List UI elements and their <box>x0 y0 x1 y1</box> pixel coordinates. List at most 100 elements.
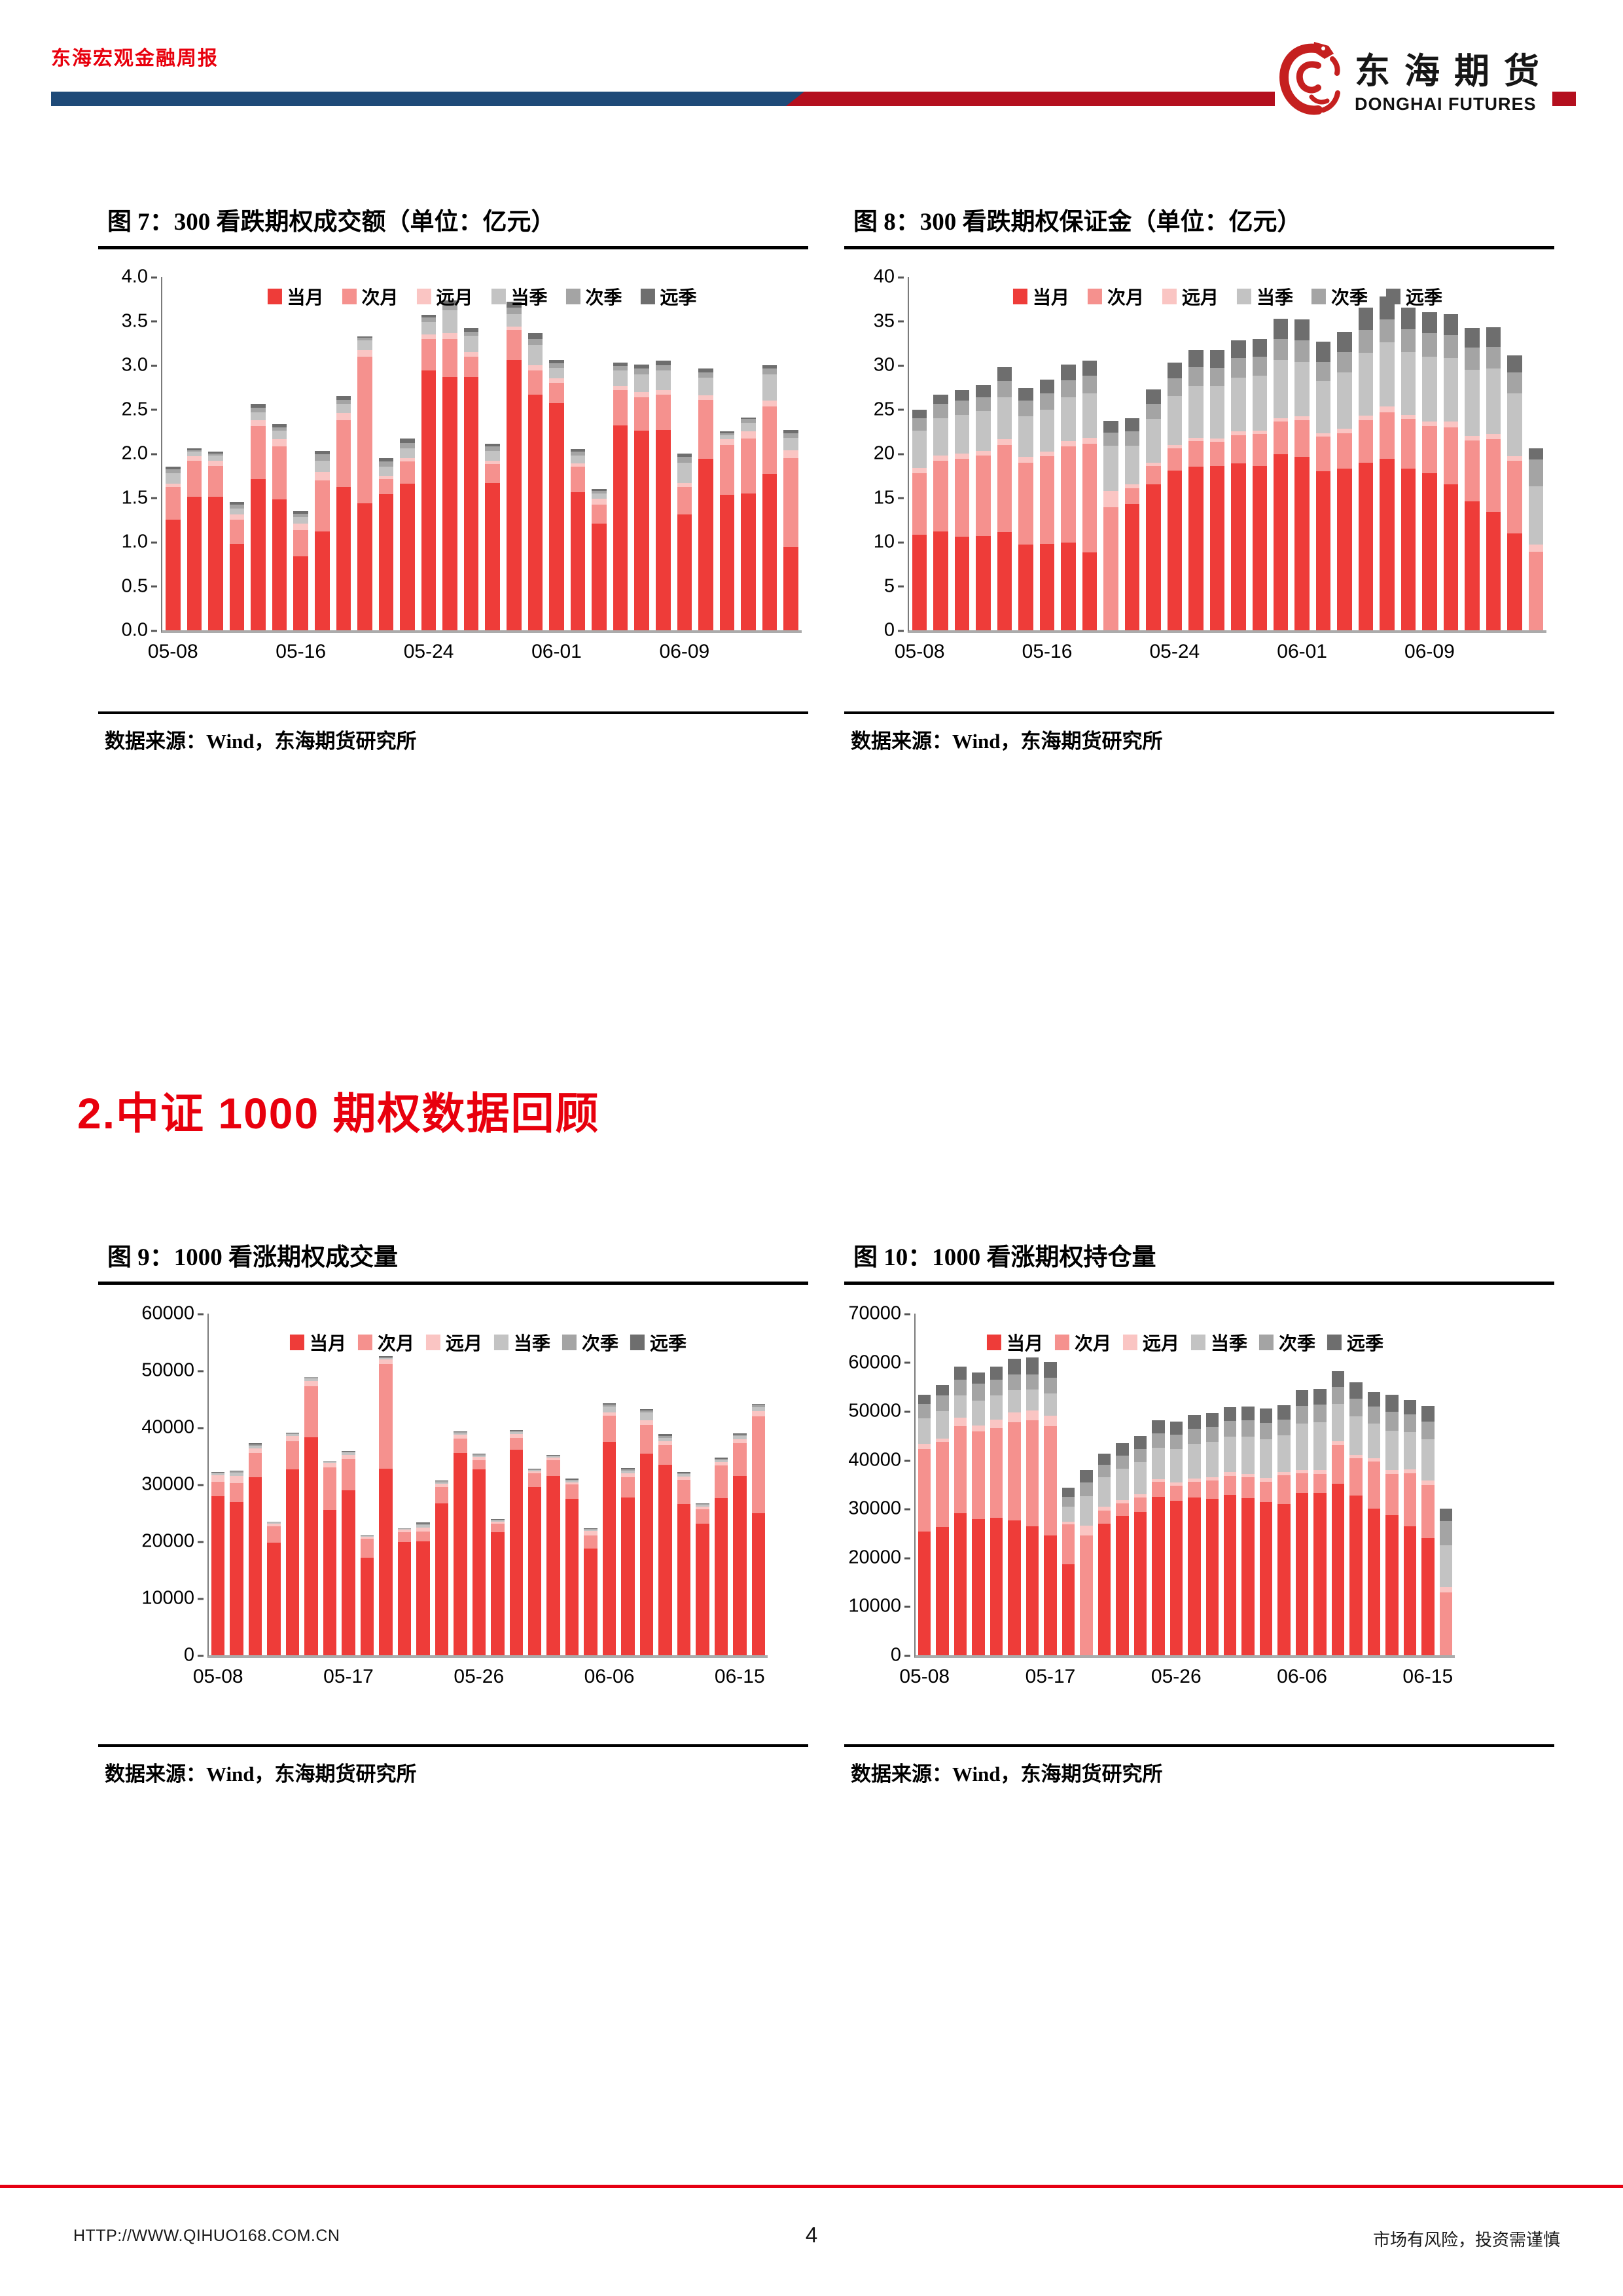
bar-segment <box>1061 1506 1075 1522</box>
bar-segment <box>208 465 223 497</box>
bar-segment <box>997 532 1012 630</box>
bar-segment <box>1349 1496 1363 1655</box>
bar-segment <box>1313 1493 1327 1655</box>
stacked-bar <box>954 389 970 630</box>
bar-segment <box>211 1471 225 1473</box>
bar-segment <box>1026 1389 1039 1411</box>
bar-segment <box>1400 351 1416 415</box>
x-axis-tick-label: 05-08 <box>894 641 945 662</box>
bar-segment <box>187 452 202 457</box>
bar-segment <box>208 460 223 466</box>
bar-segment <box>714 1498 728 1655</box>
bar-segment <box>379 1359 393 1364</box>
stacked-bar <box>454 1431 467 1655</box>
y-axis-tick-label: 0.0 <box>122 620 157 641</box>
x-axis: 05-08 05-16 05-24 06-01 06-09 <box>895 630 1546 667</box>
bar-segment <box>1026 1526 1039 1655</box>
legend-label: 当月 <box>1006 1334 1043 1354</box>
bar-segment <box>602 1405 616 1407</box>
bar-segment <box>267 1542 281 1655</box>
bar-segment <box>1295 1469 1309 1473</box>
bar-segment <box>507 308 522 314</box>
bar-segment <box>1018 462 1033 545</box>
bar-segment <box>1486 439 1501 512</box>
figure-10-block: 图 10：1000 看涨期权持仓量 70000 60000 50000 40000 30… <box>844 1244 1554 1787</box>
bar-segment <box>166 483 181 488</box>
stacked-bar <box>208 452 223 630</box>
bar-segment <box>1358 462 1374 630</box>
bar-segment <box>1146 389 1161 404</box>
figure-10-title: 图 10：1000 看涨期权持仓量 <box>853 1244 1156 1271</box>
bar-segment <box>357 338 372 341</box>
legend-label: 当月 <box>287 288 324 308</box>
stacked-bar <box>1223 1407 1237 1655</box>
bar-segment <box>549 383 564 404</box>
legend-label: 远月 <box>436 288 473 308</box>
bar-segment <box>1018 416 1033 457</box>
bar-segment <box>1008 1422 1021 1521</box>
bar-segment <box>1259 1478 1273 1482</box>
bar-segment <box>379 1468 393 1655</box>
bar-segment <box>336 396 351 400</box>
stacked-bar <box>527 1468 542 1655</box>
footer-risk-disclaimer: 市场有风险，投资需谨慎 <box>1372 2231 1560 2250</box>
legend-swatch-icon <box>986 1335 1001 1350</box>
bar-segment <box>208 497 223 630</box>
bar-segment <box>1061 446 1076 543</box>
bar-segment <box>1294 319 1310 341</box>
figure-8-block: 图 8：300 看跌期权保证金（单位：亿元） 40 35 30 25 20 15 10 5 0 … <box>844 208 1554 754</box>
bar-segment <box>397 1541 412 1655</box>
bar-segment <box>565 1482 579 1484</box>
bar-segment <box>230 1475 243 1484</box>
bar-segment <box>1331 1386 1345 1404</box>
bar-segment <box>1205 1413 1219 1427</box>
bar-segment <box>655 370 671 390</box>
bar-segment <box>1507 460 1522 533</box>
bar-segment <box>1331 1445 1345 1484</box>
bar-segment <box>584 1529 597 1532</box>
bar-segment <box>714 1462 728 1466</box>
bar-segment <box>1026 1374 1039 1390</box>
bar-segment <box>435 1482 449 1484</box>
logo-english-name: DONGHAI FUTURES <box>1355 94 1537 114</box>
stacked-bar <box>187 448 202 630</box>
bar-segment <box>1507 456 1522 461</box>
bar-segment <box>293 556 308 630</box>
bar-segment <box>997 381 1012 397</box>
bar-segment <box>1331 1441 1345 1446</box>
bar-segment <box>379 1356 393 1358</box>
bar-segment <box>1507 393 1522 457</box>
bar-segment <box>304 1437 318 1655</box>
bar-segment <box>1439 1545 1453 1587</box>
bar-segment <box>187 497 202 630</box>
bar-segment <box>267 1524 281 1526</box>
bar-segment <box>613 425 628 630</box>
bar-segment <box>527 365 543 371</box>
bar-segment <box>976 455 991 536</box>
figure-7-title: 图 7：300 看跌期权成交额（单位：亿元） <box>107 209 556 236</box>
bar-segment <box>1018 545 1033 630</box>
bar-segment <box>1080 1482 1093 1496</box>
bar-segment <box>658 1437 672 1441</box>
bar-segment <box>342 1454 355 1459</box>
bar-segment <box>1124 503 1140 630</box>
stacked-bar <box>357 336 372 630</box>
bar-segment <box>1421 1439 1435 1481</box>
bar-segment <box>621 1477 635 1498</box>
bar-segment <box>360 1536 374 1537</box>
bar-segment <box>342 1458 355 1490</box>
stacked-bar <box>507 301 522 630</box>
bar-segment <box>1146 404 1161 420</box>
data-source-note: 数据来源：Wind，东海期货研究所 <box>98 1744 808 1787</box>
stacked-bar <box>1277 1405 1291 1655</box>
stacked-bar <box>527 333 543 630</box>
bar-segment <box>933 531 948 630</box>
stacked-bar <box>1026 1357 1039 1655</box>
bar-segment <box>1116 1499 1129 1504</box>
legend-label: 当季 <box>514 1334 551 1354</box>
bar-segment <box>527 344 543 366</box>
bar-segment <box>954 414 970 454</box>
bar-segment <box>1380 319 1395 342</box>
bar-segment <box>783 429 798 433</box>
legend-label: 次季 <box>1331 288 1368 308</box>
